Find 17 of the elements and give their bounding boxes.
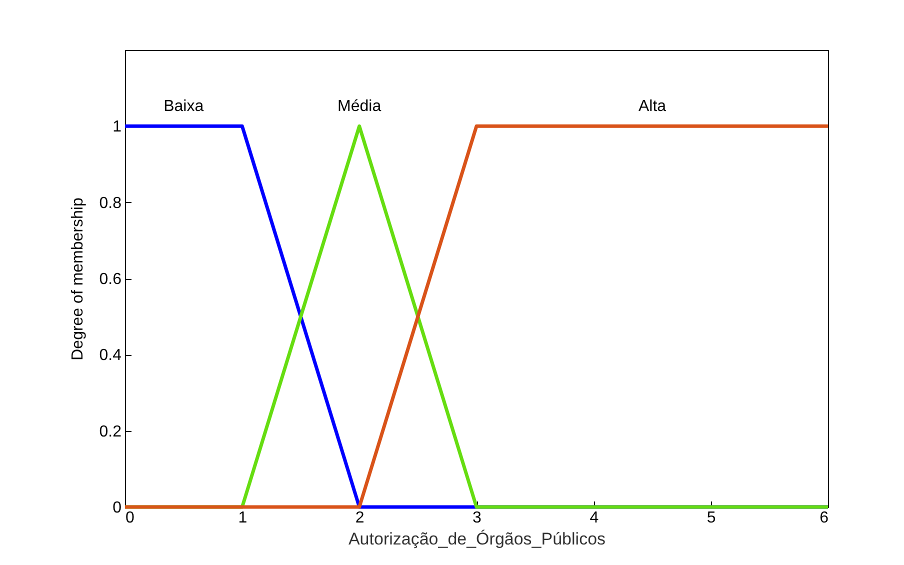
x-tick-label: 2	[355, 510, 364, 526]
y-tick-label: 0.8	[99, 194, 122, 212]
y-tick-label: 0.2	[99, 423, 122, 440]
series-label: Alta	[638, 98, 666, 116]
x-tick-label: 6	[820, 510, 829, 526]
y-tick-label: 1	[112, 118, 122, 136]
x-tick-label: 5	[706, 510, 716, 526]
series-label: Média	[338, 98, 382, 116]
series-label: Baixa	[164, 98, 204, 116]
y-tick-label: 0.6	[99, 271, 122, 288]
x-tick-label: 1	[238, 510, 248, 526]
y-axis-title: Degree of membership	[69, 198, 86, 360]
x-tick-label: 4	[590, 510, 599, 526]
y-tick-label: 0.4	[99, 347, 122, 364]
x-tick-label: 0	[126, 510, 134, 526]
x-tick-label: 3	[472, 510, 482, 526]
x-axis-title: Autorização_de_Órgãos_Públicos	[348, 530, 606, 548]
